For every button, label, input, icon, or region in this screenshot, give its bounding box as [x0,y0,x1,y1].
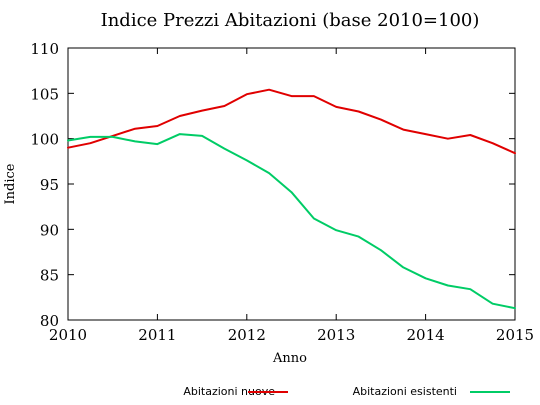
x-tick-label: 2010 [49,326,87,344]
series-line-1 [67,88,516,155]
legend-label-1: Abitazioni nuove [183,385,275,398]
x-tick-label: 2014 [407,326,445,344]
plot-border [67,47,516,321]
y-tick-label: 95 [40,176,59,194]
x-tick-label: 2013 [317,326,355,344]
series-line-2 [67,133,516,310]
series-layer [67,88,516,310]
y-axis-label: Indice [3,163,18,204]
y-tick-label: 80 [40,312,59,330]
plot-frame [67,47,516,321]
legend: Abitazioni nuove Abitazioni esistenti [183,385,510,398]
y-axis: 80 85 90 95 100 105 110 [30,40,515,330]
y-tick-label: 90 [40,221,59,239]
x-axis-label: Anno [272,351,307,366]
x-tick-label: 2011 [138,326,176,344]
y-tick-label: 100 [30,131,59,149]
y-tick-label: 110 [30,40,59,58]
x-tick-label: 2012 [228,326,266,344]
chart-title: Indice Prezzi Abitazioni (base 2010=100) [101,10,480,31]
x-tick-label: 2015 [496,326,534,344]
y-tick-label: 105 [30,85,59,103]
y-tick-label: 85 [40,267,59,285]
legend-label-2: Abitazioni esistenti [353,385,457,398]
x-axis: 2010 2011 2012 2013 2014 2015 [49,48,534,344]
